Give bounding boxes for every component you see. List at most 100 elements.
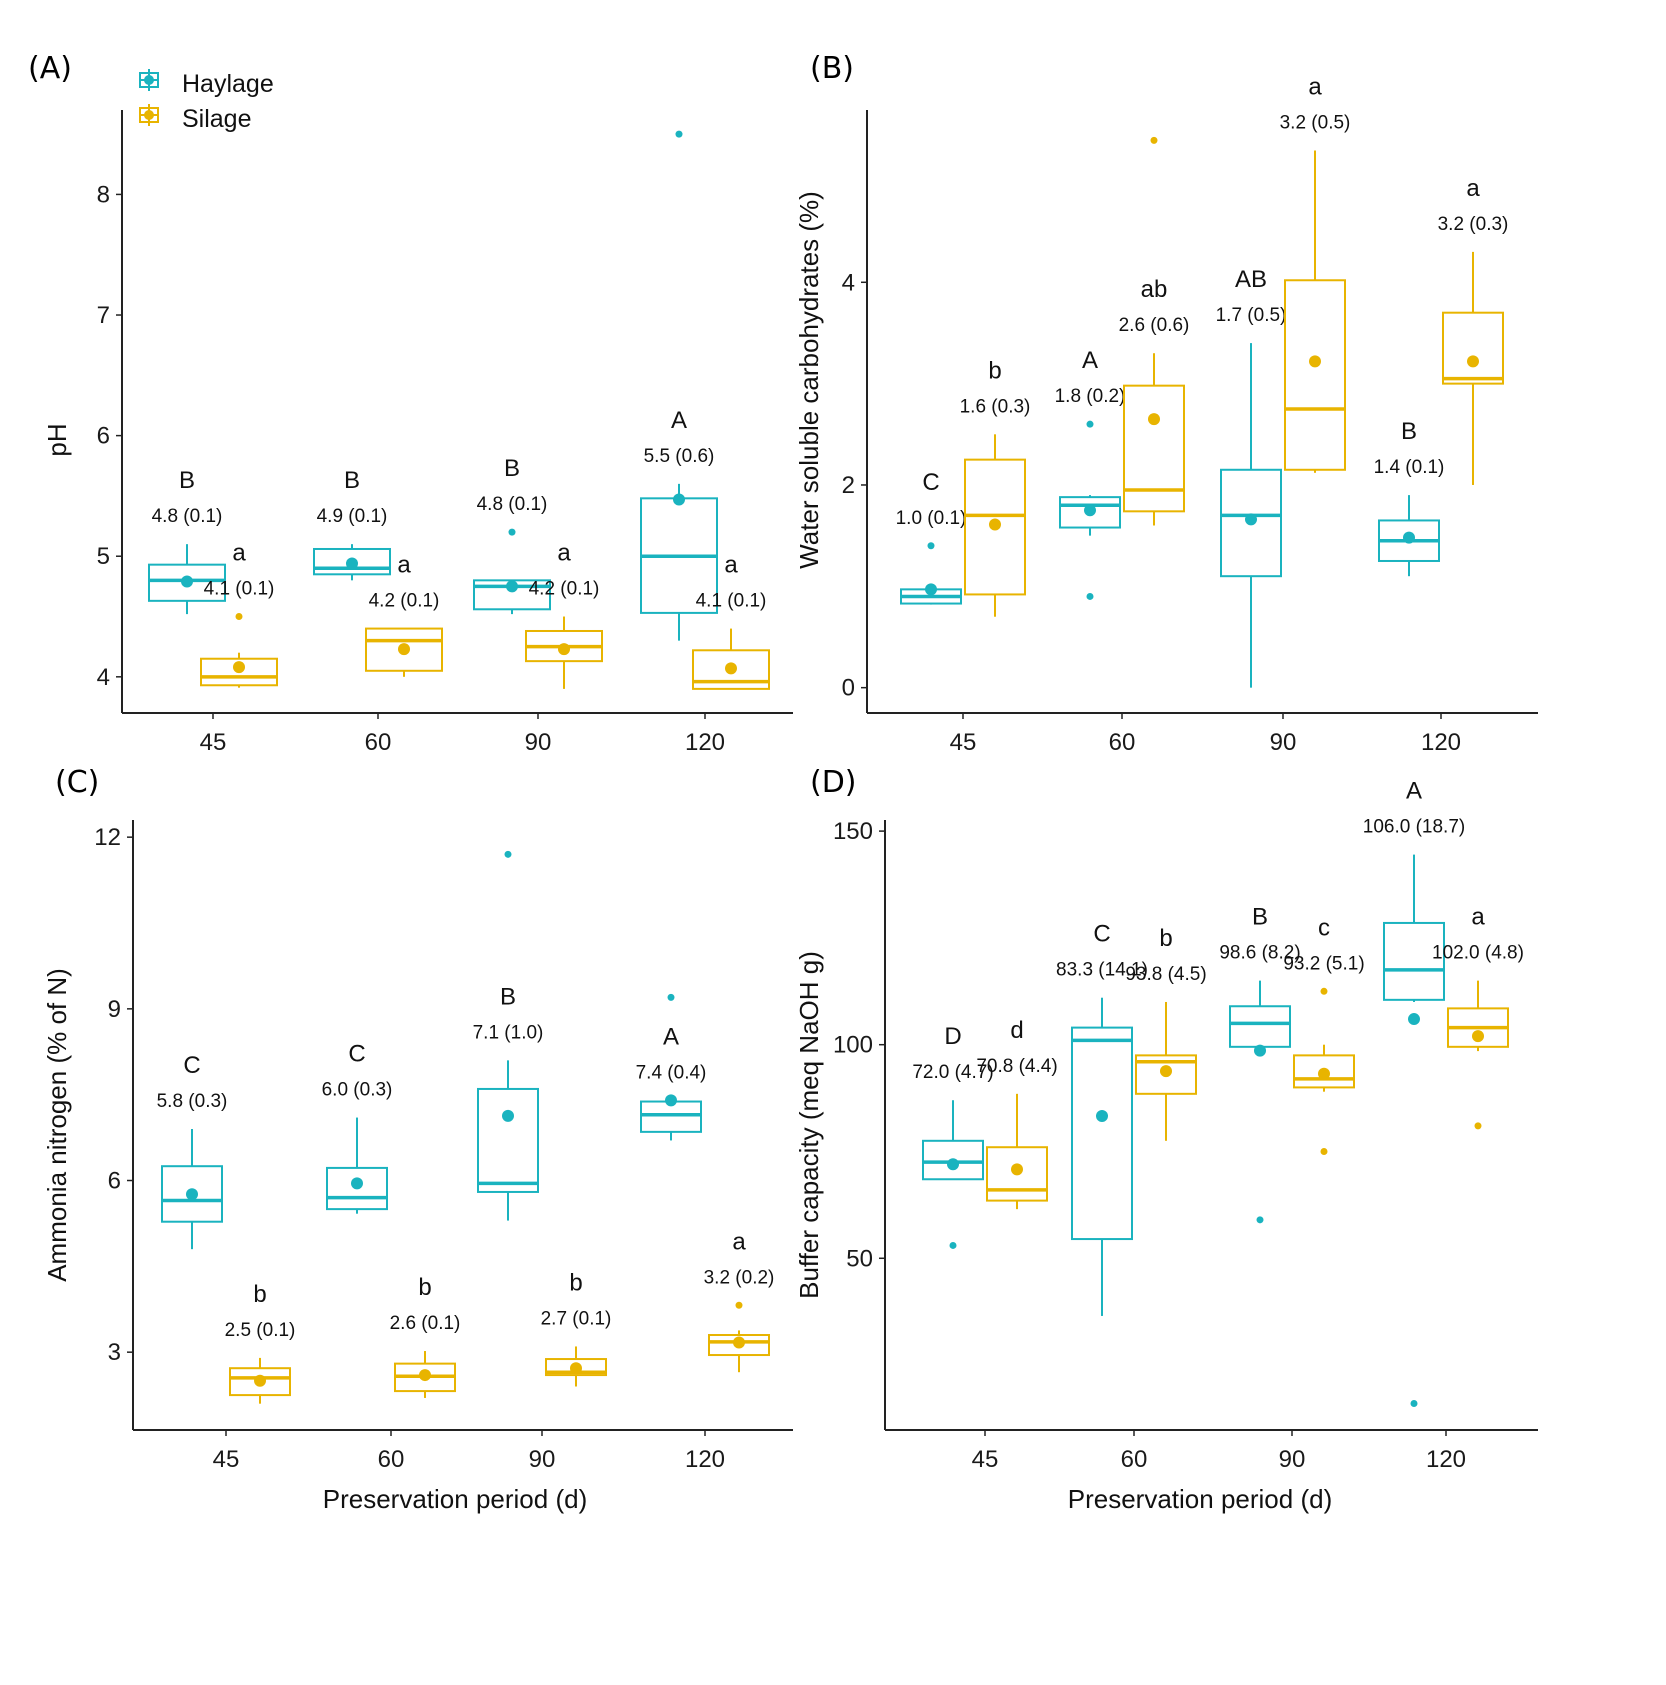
box-silage-45: 1.6 (0.3) b bbox=[960, 357, 1031, 617]
y-axis-title: Buffer capacity (meq NaOH g) bbox=[794, 951, 824, 1299]
y-axis-title: pH bbox=[42, 423, 72, 456]
mean-point bbox=[186, 1188, 198, 1201]
stat-label: 1.8 (0.2) bbox=[1055, 386, 1126, 407]
stat-label: 4.2 (0.1) bbox=[369, 591, 440, 612]
stat-label: 72.0 (4.7) bbox=[912, 1062, 993, 1083]
box-silage-45: 70.8 (4.4) d bbox=[976, 1017, 1058, 1210]
y-tick-label: 5 bbox=[97, 543, 110, 570]
stat-label: 5.5 (0.6) bbox=[644, 446, 715, 467]
box-silage-120: 3.2 (0.3) a bbox=[1438, 175, 1508, 485]
panel-tag: (A) bbox=[28, 51, 72, 86]
significance-letter: A bbox=[1406, 778, 1422, 805]
significance-letter: a bbox=[1471, 904, 1485, 931]
box-haylage-120: 5.5 (0.6) A bbox=[640, 130, 718, 641]
mean-point bbox=[419, 1369, 431, 1382]
box-silage-60: 2.6 (0.1) b bbox=[390, 1274, 460, 1398]
stat-label: 1.7 (0.5) bbox=[1216, 305, 1287, 326]
mean-point bbox=[947, 1158, 959, 1171]
outlier-point bbox=[1150, 136, 1158, 144]
outlier-point bbox=[1320, 987, 1328, 995]
box-haylage-45: 72.0 (4.7) D bbox=[912, 1023, 994, 1249]
outlier-point bbox=[235, 613, 243, 621]
legend-label-haylage: Haylage bbox=[182, 70, 274, 98]
mean-point bbox=[351, 1177, 363, 1190]
significance-letter: b bbox=[988, 357, 1001, 384]
significance-letter: C bbox=[922, 469, 939, 496]
mean-point bbox=[1408, 1013, 1420, 1026]
box-silage-60: 4.2 (0.1) a bbox=[365, 552, 443, 677]
significance-letter: B bbox=[1401, 418, 1417, 445]
y-tick-label: 150 bbox=[833, 818, 873, 845]
panel-b: (B) 0 2 4 45 60 90 120 Water soluble carbohydrat… bbox=[794, 51, 1538, 756]
stat-label: 83.3 (14.1) bbox=[1056, 960, 1148, 981]
x-tick-label: 60 bbox=[378, 1446, 405, 1473]
x-tick-label: 120 bbox=[685, 1446, 725, 1473]
outlier-point bbox=[508, 528, 516, 536]
iqr-box bbox=[477, 1087, 539, 1193]
outlier-point bbox=[927, 542, 935, 550]
significance-letter: d bbox=[1010, 1017, 1023, 1044]
x-tick-label: 45 bbox=[972, 1446, 999, 1473]
stat-label: 4.8 (0.1) bbox=[477, 494, 548, 515]
significance-letter: a bbox=[557, 540, 571, 567]
mean-point bbox=[254, 1374, 266, 1387]
outlier-point bbox=[1086, 420, 1094, 428]
outlier-point bbox=[1086, 592, 1094, 600]
panel-d: (D) 50 100 150 45 60 90 120 Buffer capacity (meq… bbox=[794, 765, 1538, 1514]
significance-letter: B bbox=[179, 467, 195, 494]
outlier-point bbox=[949, 1241, 957, 1249]
panel-tag: (D) bbox=[810, 765, 857, 800]
box-haylage-90: 1.7 (0.5) AB bbox=[1216, 266, 1287, 688]
stat-label: 70.8 (4.4) bbox=[976, 1056, 1057, 1077]
y-axis-title: Water soluble carbohydrates (%) bbox=[794, 191, 824, 569]
y-tick-label: 4 bbox=[97, 664, 110, 691]
stat-label: 1.0 (0.1) bbox=[896, 508, 967, 529]
box-haylage-90: 7.1 (1.0) B bbox=[473, 850, 543, 1221]
mean-point bbox=[233, 661, 245, 674]
box-silage-120: 102.0 (4.8) a bbox=[1432, 904, 1524, 1130]
significance-letter: A bbox=[663, 1023, 679, 1050]
legend-item-silage: Silage bbox=[139, 104, 252, 133]
box-haylage-120: 7.4 (0.4) A bbox=[636, 993, 706, 1141]
y-tick-label: 3 bbox=[108, 1339, 121, 1366]
box-silage-90: 4.2 (0.1) a bbox=[525, 540, 603, 689]
legend: Haylage Silage bbox=[139, 69, 274, 133]
significance-letter: C bbox=[183, 1052, 200, 1079]
mean-point bbox=[733, 1336, 745, 1349]
x-tick-label: 90 bbox=[1270, 729, 1297, 756]
box-silage-90: 3.2 (0.5) a bbox=[1280, 74, 1351, 473]
stat-label: 1.4 (0.1) bbox=[1374, 457, 1445, 478]
x-tick-label: 45 bbox=[200, 729, 227, 756]
outlier-point bbox=[1320, 1147, 1328, 1155]
outlier-point bbox=[675, 130, 683, 138]
x-tick-label: 60 bbox=[1109, 729, 1136, 756]
stat-label: 4.8 (0.1) bbox=[152, 506, 223, 527]
box-silage-120: 3.2 (0.2) a bbox=[704, 1228, 774, 1373]
significance-letter: a bbox=[732, 1228, 746, 1255]
box-silage-120: 4.1 (0.1) a bbox=[692, 552, 770, 690]
stat-label: 2.7 (0.1) bbox=[541, 1308, 612, 1329]
stat-label: 3.2 (0.5) bbox=[1280, 113, 1351, 134]
box-silage-60: 93.8 (4.5) b bbox=[1125, 925, 1207, 1141]
stat-label: 102.0 (4.8) bbox=[1432, 943, 1524, 964]
box-haylage-45: 5.8 (0.3) C bbox=[157, 1052, 227, 1250]
y-tick-label: 6 bbox=[108, 1168, 121, 1195]
mean-point bbox=[1245, 513, 1257, 526]
outlier-point bbox=[504, 850, 512, 858]
box-haylage-60: 1.8 (0.2) A bbox=[1055, 347, 1126, 600]
mean-point bbox=[725, 662, 737, 675]
significance-letter: b bbox=[418, 1274, 431, 1301]
stat-label: 1.6 (0.3) bbox=[960, 396, 1031, 417]
mean-point bbox=[1467, 355, 1479, 368]
iqr-box bbox=[1284, 279, 1346, 471]
stat-label: 2.6 (0.6) bbox=[1119, 315, 1190, 336]
legend-item-haylage: Haylage bbox=[139, 69, 274, 98]
legend-mean bbox=[144, 75, 154, 85]
y-tick-label: 9 bbox=[108, 996, 121, 1023]
significance-letter: B bbox=[500, 983, 516, 1010]
stat-label: 93.2 (5.1) bbox=[1283, 953, 1364, 974]
y-tick-label: 100 bbox=[833, 1032, 873, 1059]
iqr-box bbox=[1442, 311, 1504, 385]
